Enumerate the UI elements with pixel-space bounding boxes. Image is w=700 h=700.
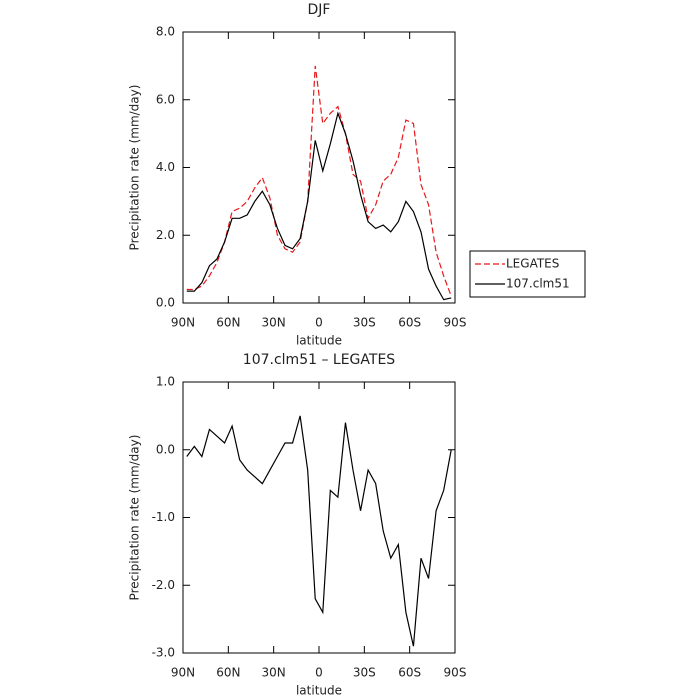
plot-frame <box>182 381 456 654</box>
y-tick-label: -3.0 <box>152 646 175 660</box>
y-tick-label: 1.0 <box>156 375 175 389</box>
y-tick-label: -2.0 <box>152 578 175 592</box>
x-tick-label: 30N <box>262 666 286 680</box>
y-axis-label: Precipitation rate (mm/day) <box>128 85 142 251</box>
x-tick-label: 90S <box>444 666 467 680</box>
data-line <box>186 415 452 647</box>
x-tick-label: 30S <box>353 666 376 680</box>
x-tick-label: 90N <box>171 316 195 330</box>
x-tick-label: 60S <box>398 316 421 330</box>
y-tick-label: 6.0 <box>156 92 175 106</box>
y-tick-label: 4.0 <box>156 160 175 174</box>
legend-label: 107.clm51 <box>506 277 570 291</box>
x-axis-label: latitude <box>296 684 342 698</box>
x-tick-label: 60N <box>216 666 240 680</box>
x-tick-label: 0 <box>315 666 323 680</box>
y-tick-label: 8.0 <box>156 25 175 39</box>
y-tick-label: -1.0 <box>152 510 175 524</box>
data-line <box>186 65 452 297</box>
plot-frame <box>182 31 456 304</box>
data-line <box>186 111 452 301</box>
y-tick-label: 0.0 <box>156 442 175 456</box>
legend-label: LEGATES <box>506 257 559 271</box>
chart-title: 107.clm51 – LEGATES <box>243 352 395 368</box>
x-tick-label: 60S <box>398 666 421 680</box>
x-tick-label: 90S <box>444 316 467 330</box>
legend-box <box>469 250 586 298</box>
y-tick-label: 2.0 <box>156 228 175 242</box>
x-tick-label: 0 <box>315 316 323 330</box>
y-tick-label: 0.0 <box>156 296 175 310</box>
chart-title: DJF <box>308 2 331 18</box>
x-tick-label: 60N <box>216 316 240 330</box>
x-tick-label: 30N <box>262 316 286 330</box>
y-axis-label: Precipitation rate (mm/day) <box>128 435 142 601</box>
x-tick-label: 30S <box>353 316 376 330</box>
x-axis-label: latitude <box>296 334 342 348</box>
x-tick-label: 90N <box>171 666 195 680</box>
